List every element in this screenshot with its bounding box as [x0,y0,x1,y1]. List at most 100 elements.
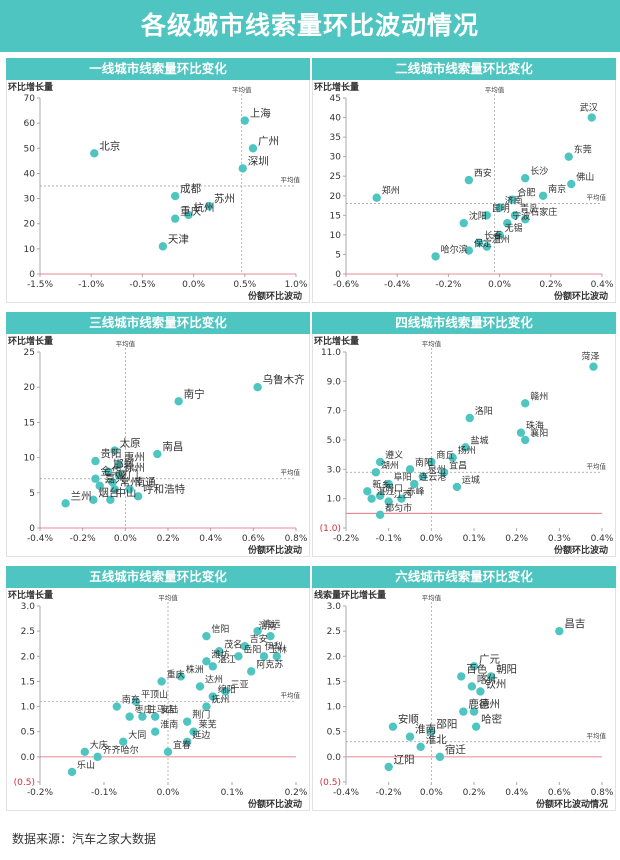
point-label: 德州 [479,698,500,711]
x-tick-label: 0.2% [539,280,562,290]
point-label: 湛江 [377,487,395,498]
y-tick-label: 40 [24,169,36,179]
data-point [240,642,249,651]
y-tick-label: 5 [29,489,35,499]
data-point [464,175,474,185]
y-tick-label: 2.0 [327,652,342,662]
data-point [384,762,393,772]
point-label: 成都 [180,183,201,195]
point-label: 辽阳 [394,754,415,766]
point-label: 平顶山 [141,690,168,701]
point-label: 淮南 [160,719,178,731]
point-label: 湖州 [381,460,399,471]
x-tick-label: 0.4% [199,534,222,544]
x-tick-label: 0.0% [420,788,443,798]
data-point [108,478,117,487]
y-tick-label: 7.0 [327,407,342,417]
x-tick-label: -0.2% [435,280,462,290]
y-axis-label: 环比增长量 [314,335,359,347]
point-label: 西安 [474,167,492,179]
data-point [476,687,485,696]
point-label: 周口 [385,484,403,495]
point-label: 珠海 [526,420,544,432]
data-point [163,747,173,757]
point-label: 南充 [122,694,140,706]
average-x-label: 平均值 [422,339,442,348]
data-point [204,201,214,211]
data-point [247,667,256,676]
y-tick-label: 10 [24,245,36,255]
point-label: 钦州 [485,678,506,690]
data-point [461,443,470,452]
data-point [202,657,211,666]
x-tick-label: 0.2% [157,534,180,544]
x-axis-label: 份额环比波动 [248,544,302,556]
point-label: 苏州 [214,192,235,205]
average-y-label: 平均值 [587,731,607,740]
point-label: 运城 [462,475,480,486]
point-label: 株洲 [186,663,204,675]
point-label: 宜昌 [449,459,467,471]
x-tick-label: 0.0% [488,280,511,290]
y-tick-label: 0.0 [21,753,36,763]
point-label: 深圳 [248,155,269,167]
x-tick-label: 0.0% [114,534,137,544]
data-point [564,152,573,161]
data-point [114,460,124,469]
data-point [131,697,141,706]
data-point [61,499,70,508]
x-tick-label: -0.2% [70,534,97,544]
y-tick-label: 50 [24,144,36,154]
point-label: 吉安 [250,633,268,645]
point-label: 乐山 [77,759,95,771]
point-label: 新乡 [372,478,390,490]
data-point [221,687,230,696]
data-point [486,672,496,681]
point-label: 太原 [120,437,141,450]
point-label: 长沙 [530,165,548,177]
data-point [104,467,113,476]
chart-title: 一线城市线索量环比变化 [6,58,310,80]
data-point [459,218,468,228]
y-tick-label: 1.0 [327,703,342,713]
data-point [91,456,100,466]
point-label: 三亚 [231,679,249,690]
point-label: 达州 [205,673,223,685]
y-tick-label: 2.0 [21,652,36,662]
average-x-label: 平均值 [422,593,442,602]
y-tick-label: 20 [330,192,342,202]
data-point [202,631,211,641]
data-point [208,662,217,671]
data-point [208,692,217,701]
x-tick-label: -0.1% [376,534,403,544]
data-point [195,682,205,691]
x-tick-label: -0.1% [91,788,118,798]
data-point [234,652,243,661]
x-tick-label: 0.2% [505,534,528,544]
point-label: 中山 [115,486,136,499]
x-tick-label: 0.0% [157,788,180,798]
data-point [495,230,504,240]
y-tick-label: 15 [330,211,341,221]
y-tick-label: (1.0) [320,524,341,534]
point-label: 邵阳 [436,719,457,731]
point-label: 驻马店 [147,704,174,716]
data-point [431,252,440,261]
point-label: 绵阳 [218,684,236,696]
data-point [138,712,147,721]
y-tick-label: 35 [330,133,341,143]
data-point [259,652,269,661]
chart-panel-tier6: 六线城市线索量环比变化 线索量环比增长量 份额环比波动情况 (0.5) 0.0 0.5 1… [312,566,616,811]
x-tick-label: 0.3% [548,534,571,544]
point-label: 大庆 [90,739,108,751]
data-point [176,672,185,681]
average-x-label: 平均值 [232,85,252,94]
point-label: 贵阳 [100,447,121,460]
point-label: 延边 [192,729,210,741]
data-point [452,482,462,492]
y-tick-label: (0.5) [320,778,341,788]
point-label: 齐齐哈尔 [103,744,139,756]
data-point [508,195,517,204]
